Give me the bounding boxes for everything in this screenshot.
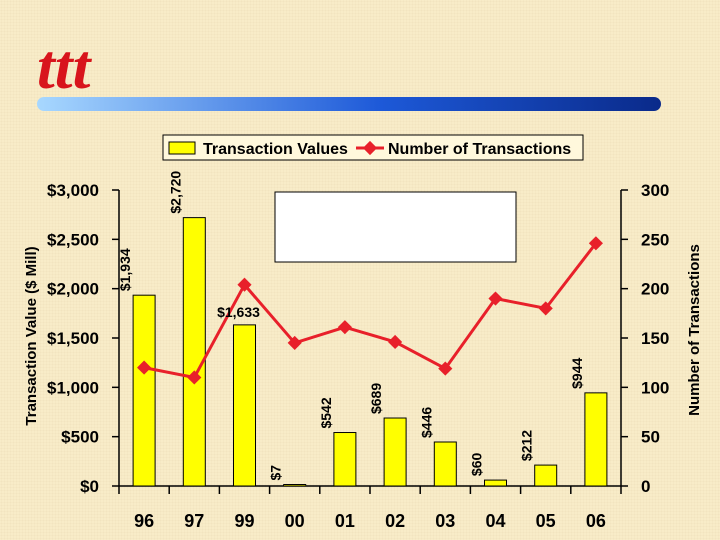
bar bbox=[584, 392, 608, 487]
axis-ticks: $0 0 $500 50 $1,000 100 $1,500 150 $2,000 200 $2,5… bbox=[47, 181, 669, 531]
bar-data-label: $689 bbox=[368, 383, 384, 414]
legend: Transaction Values Number of Transaction… bbox=[162, 134, 584, 161]
line-point bbox=[137, 360, 152, 375]
right-tick-label: 150 bbox=[641, 329, 669, 348]
bar-data-label: $60 bbox=[469, 453, 485, 477]
left-tick-label: $1,000 bbox=[47, 378, 99, 397]
line-point bbox=[237, 277, 252, 292]
x-tick-label: 99 bbox=[234, 511, 254, 531]
line-point bbox=[337, 320, 352, 335]
bar-data-label: $7 bbox=[268, 465, 284, 481]
y-axis-left-label: Transaction Value ($ Mill) bbox=[23, 246, 40, 425]
legend-marker-line bbox=[362, 140, 378, 156]
bar bbox=[132, 294, 156, 487]
bar bbox=[182, 217, 206, 487]
line-point bbox=[287, 335, 302, 351]
left-tick-label: $2,000 bbox=[47, 280, 99, 299]
legend-swatch-bars bbox=[168, 141, 196, 155]
line-point bbox=[388, 334, 403, 350]
left-tick-label: $500 bbox=[61, 428, 99, 447]
bar bbox=[534, 464, 558, 487]
bar-data-label: $212 bbox=[519, 430, 535, 461]
bar-data-label: $1,934 bbox=[117, 248, 133, 291]
data-labels: $1,934 $2,720 $1,633 $7 $542 $689 $446 $60 $212 $… bbox=[117, 171, 585, 481]
x-tick-label: 06 bbox=[586, 511, 606, 531]
x-tick-label: 00 bbox=[285, 511, 305, 531]
line-point bbox=[588, 236, 603, 251]
bar bbox=[433, 441, 457, 487]
legend-label-line: Number of Transactions bbox=[388, 141, 571, 158]
bar-data-label: $542 bbox=[318, 397, 334, 428]
left-tick-label: $2,500 bbox=[47, 230, 99, 249]
bar-data-label: $1,633 bbox=[217, 304, 260, 320]
x-tick-label: 02 bbox=[385, 511, 405, 531]
bar-data-label: $2,720 bbox=[167, 171, 183, 214]
x-tick-label: 97 bbox=[184, 511, 204, 531]
transactions-line bbox=[137, 236, 603, 385]
bar-data-label: $944 bbox=[569, 358, 585, 389]
left-tick-label: $0 bbox=[80, 477, 99, 496]
bar bbox=[484, 479, 507, 487]
logo-text: ttt bbox=[37, 31, 93, 102]
right-tick-label: 100 bbox=[641, 378, 669, 397]
line-point bbox=[438, 361, 453, 376]
x-tick-label: 05 bbox=[536, 511, 556, 531]
left-tick-label: $3,000 bbox=[47, 181, 99, 200]
legend-label-bars: Transaction Values bbox=[203, 141, 348, 158]
right-tick-label: 50 bbox=[641, 428, 660, 447]
x-tick-label: 96 bbox=[134, 511, 154, 531]
right-tick-label: 250 bbox=[641, 230, 669, 249]
bar bbox=[233, 324, 256, 487]
bar bbox=[333, 432, 357, 487]
x-tick-label: 04 bbox=[485, 511, 505, 531]
line-point bbox=[538, 301, 553, 316]
y-axis-right-label: Number of Transactions bbox=[686, 244, 703, 416]
right-tick-label: 0 bbox=[641, 477, 650, 496]
transactions-polyline bbox=[143, 242, 598, 380]
right-tick-label: 200 bbox=[641, 280, 669, 299]
bar bbox=[283, 484, 307, 487]
header-divider-bar bbox=[37, 97, 661, 111]
left-tick-label: $1,500 bbox=[47, 329, 99, 348]
bar-data-label: $446 bbox=[418, 407, 434, 438]
bar bbox=[383, 417, 407, 487]
x-tick-label: 03 bbox=[435, 511, 455, 531]
bars bbox=[132, 217, 608, 487]
blank-annotation-box bbox=[274, 191, 517, 263]
company-logo: ttt bbox=[37, 31, 93, 102]
line-point bbox=[488, 291, 503, 306]
x-tick-label: 01 bbox=[335, 511, 355, 531]
line-point bbox=[187, 370, 202, 385]
right-tick-label: 300 bbox=[641, 181, 669, 200]
